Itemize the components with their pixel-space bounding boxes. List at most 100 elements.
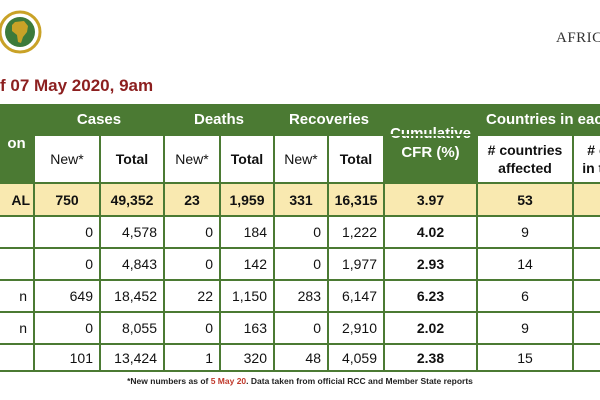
- grid-line: [99, 134, 101, 372]
- top-bar: AFRICA: [0, 0, 600, 72]
- countries-header: Countries in eac: [478, 104, 600, 134]
- row-2-rec-total: 1,977: [341, 256, 377, 272]
- total-rec-total: 16,315: [329, 184, 383, 215]
- row-3-rec-new: 283: [297, 288, 321, 304]
- row-1-cfr: 4.02: [416, 224, 445, 240]
- row-5-partial: [574, 345, 600, 370]
- deaths-header: Deaths: [165, 104, 273, 134]
- row-3-cfr: 6.23: [416, 288, 445, 304]
- row-4-cfr: 2.02: [416, 320, 445, 336]
- footnote: *New numbers as of 5 May 20. Data taken …: [0, 376, 600, 386]
- grid-line: [163, 104, 165, 372]
- row-3-cases-new: 649: [69, 288, 93, 304]
- row-4-affected: 9: [521, 320, 529, 336]
- grid-line: [0, 247, 600, 249]
- grid-line: [219, 134, 221, 372]
- row-1-partial: [574, 217, 600, 247]
- grid-line: [0, 134, 600, 136]
- grid-line: [0, 370, 600, 372]
- footnote-prefix: *New numbers as of: [127, 376, 211, 386]
- row-2-partial: [574, 249, 600, 279]
- total-rec-new: 331: [275, 184, 327, 215]
- row-4-row-label: n: [19, 320, 27, 336]
- africa-cdc-logo-icon: [0, 10, 42, 54]
- row-2-affected: 14: [517, 256, 533, 272]
- row-1-affected: 9: [521, 224, 529, 240]
- cases-new-header: New*: [35, 136, 99, 182]
- row-1-cases-total: 4,578: [121, 224, 157, 240]
- deaths-total-header: Total: [221, 136, 273, 182]
- rec-new-header: New*: [275, 136, 327, 182]
- grid-line: [0, 215, 600, 217]
- partial-header: # c in th: [574, 136, 600, 182]
- row-5-deaths-new: 1: [205, 349, 213, 366]
- row-1-deaths-total: 184: [243, 224, 267, 240]
- grid-line: [327, 134, 329, 372]
- grid-line: [383, 104, 385, 372]
- rec-total-header: Total: [329, 136, 383, 182]
- deaths-new-header: New*: [165, 136, 219, 182]
- cases-total-header: Total: [101, 136, 163, 182]
- grid-line: [0, 279, 600, 281]
- row-3-deaths-new: 22: [197, 288, 213, 304]
- total-row-label: AL: [0, 184, 33, 215]
- footnote-date: 5 May 20: [210, 376, 247, 386]
- row-3-partial: [574, 281, 600, 311]
- row-1-deaths-new: 0: [205, 224, 213, 240]
- brand-text: AFRICA: [556, 30, 600, 46]
- row-2-cfr: 2.93: [416, 256, 445, 272]
- row-2-cases-total: 4,843: [121, 256, 157, 272]
- data-table: on Cases Deaths Recoveries Cumulative CF…: [0, 104, 600, 372]
- row-4-rec-total: 2,910: [341, 320, 377, 336]
- row-3-deaths-total: 1,150: [231, 288, 267, 304]
- row-2-deaths-total: 142: [243, 256, 267, 272]
- row-3-row-label: n: [19, 288, 27, 304]
- row-3-affected: 6: [521, 288, 529, 304]
- row-3-rec-total: 6,147: [341, 288, 377, 304]
- total-deaths-new: 23: [165, 184, 219, 215]
- row-5-rec-new: 48: [305, 349, 321, 366]
- total-cfr: 3.97: [385, 184, 476, 215]
- row-2-cases-new: 0: [85, 256, 93, 272]
- row-3-cases-total: 18,452: [114, 288, 157, 304]
- grid-line: [0, 182, 600, 184]
- total-affected: 53: [478, 184, 572, 215]
- grid-line: [0, 343, 600, 345]
- row-2-row-label: [0, 249, 33, 279]
- row-2-deaths-new: 0: [205, 256, 213, 272]
- row-5-deaths-total: 320: [243, 349, 267, 366]
- total-cases-total: 49,352: [101, 184, 163, 215]
- grid-line: [572, 134, 574, 372]
- row-1-rec-new: 0: [313, 224, 321, 240]
- row-1-cases-new: 0: [85, 224, 93, 240]
- row-5-rec-total: 4,059: [341, 349, 377, 366]
- row-4-cases-new: 0: [85, 320, 93, 336]
- row-5-affected: 15: [517, 349, 533, 366]
- row-4-partial: [574, 313, 600, 343]
- grid-line: [33, 104, 35, 372]
- affected-header: # countries affected: [478, 136, 572, 182]
- row-4-rec-new: 0: [313, 320, 321, 336]
- row-4-deaths-new: 0: [205, 320, 213, 336]
- total-cases-new: 750: [35, 184, 99, 215]
- recoveries-header: Recoveries: [275, 104, 383, 134]
- row-5-cases-total: 13,424: [114, 349, 157, 366]
- cfr-header: Cumulative CFR (%): [385, 104, 476, 182]
- row-5-cases-new: 101: [69, 349, 93, 366]
- region-header: on: [0, 104, 33, 182]
- footnote-suffix: . Data taken from official RCC and Membe…: [246, 376, 473, 386]
- row-4-cases-total: 8,055: [121, 320, 157, 336]
- grid-line: [476, 104, 478, 372]
- row-4-deaths-total: 163: [243, 320, 267, 336]
- grid-line: [273, 104, 275, 372]
- grid-line: [0, 311, 600, 313]
- row-5-cfr: 2.38: [416, 349, 445, 366]
- row-2-rec-new: 0: [313, 256, 321, 272]
- cases-header: Cases: [35, 104, 163, 134]
- total-deaths-total: 1,959: [221, 184, 273, 215]
- row-5-row-label: [0, 345, 33, 370]
- row-1-row-label: [0, 217, 33, 247]
- report-date-title: f 07 May 2020, 9am: [0, 76, 154, 95]
- total-partial: [574, 184, 600, 215]
- row-1-rec-total: 1,222: [341, 224, 377, 240]
